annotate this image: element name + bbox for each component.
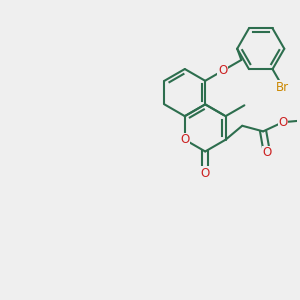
Text: Br: Br (276, 81, 290, 94)
Text: O: O (180, 133, 189, 146)
Text: O: O (278, 116, 287, 129)
Text: O: O (201, 167, 210, 180)
Text: O: O (262, 146, 272, 159)
Text: O: O (218, 64, 227, 77)
